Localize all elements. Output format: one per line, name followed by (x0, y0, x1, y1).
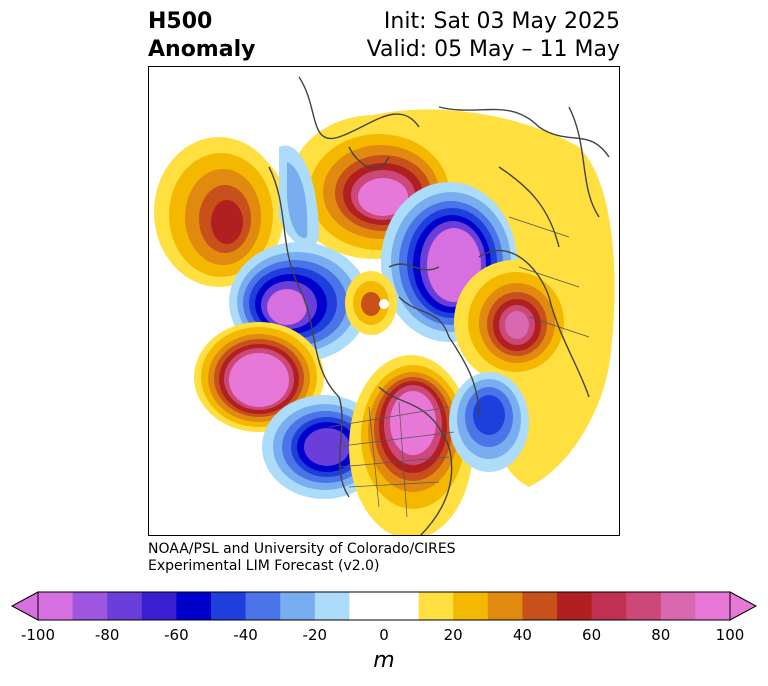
borders (328, 216, 590, 518)
colorbar-bin (591, 592, 627, 620)
colorbar-bin (141, 592, 177, 620)
colorbar-tick-label: -80 (94, 626, 120, 644)
colorbar-tick-label: -100 (20, 626, 56, 644)
colorbar-tick-label: 0 (379, 626, 389, 644)
colorbar-bin (660, 592, 696, 620)
colorbar-bin (38, 592, 74, 620)
colorbar-tick-label: -60 (164, 626, 189, 644)
colorbar-bin (314, 592, 350, 620)
colorbar-min-extend (10, 591, 39, 621)
credit-line-1: NOAA/PSL and University of Colorado/CIRE… (148, 541, 456, 557)
colorbar-tick-label: 20 (443, 626, 463, 644)
colorbar-tick-label: 100 (715, 626, 745, 644)
colorbar-bin (349, 592, 385, 620)
colorbar-tick-label: 60 (582, 626, 602, 644)
colorbar-bin (107, 592, 143, 620)
credit-line-2: Experimental LIM Forecast (v2.0) (148, 558, 380, 574)
colorbar-tick-label: -20 (302, 626, 328, 644)
colorbar-bin (453, 592, 489, 620)
colorbar-tick-label: 40 (512, 626, 532, 644)
colorbar-bin (176, 592, 212, 620)
colorbar-max-extend (729, 591, 758, 621)
colorbar-bin (695, 592, 731, 620)
forecast-dates: Init: Sat 03 May 2025 Valid: 05 May – 11… (367, 8, 620, 64)
coastlines (268, 76, 610, 535)
colorbar-bin (626, 592, 662, 620)
title-line-2: Anomaly (148, 37, 256, 62)
anomaly-map-svg (154, 76, 615, 535)
colorbar-bin (522, 592, 558, 620)
colorbar-frame (37, 591, 731, 621)
colorbar-tick-label: 80 (651, 626, 671, 644)
colorbar-tick-label: -40 (233, 626, 258, 644)
title-line-1: H500 (148, 9, 213, 34)
colorbar-bin (211, 592, 247, 620)
map-title: H500 Anomaly (148, 8, 255, 64)
colorbar-bin (557, 592, 593, 620)
pole-marker (379, 299, 389, 309)
valid-range: Valid: 05 May – 11 May (366, 37, 620, 62)
colorbar-bin (245, 592, 281, 620)
colorbar-bin (384, 592, 420, 620)
colorbar (10, 591, 758, 621)
colorbar-unit: m (373, 648, 395, 673)
credit-text: NOAA/PSL and University of Colorado/CIRE… (148, 541, 456, 575)
anomaly-map (148, 66, 620, 536)
colorbar-bin (418, 592, 454, 620)
colorbar-bin (72, 592, 108, 620)
positive-anomaly-outer-ne (339, 109, 615, 487)
init-date: Init: Sat 03 May 2025 (383, 9, 620, 34)
colorbar-bin (487, 592, 523, 620)
colorbar-bin (280, 592, 316, 620)
